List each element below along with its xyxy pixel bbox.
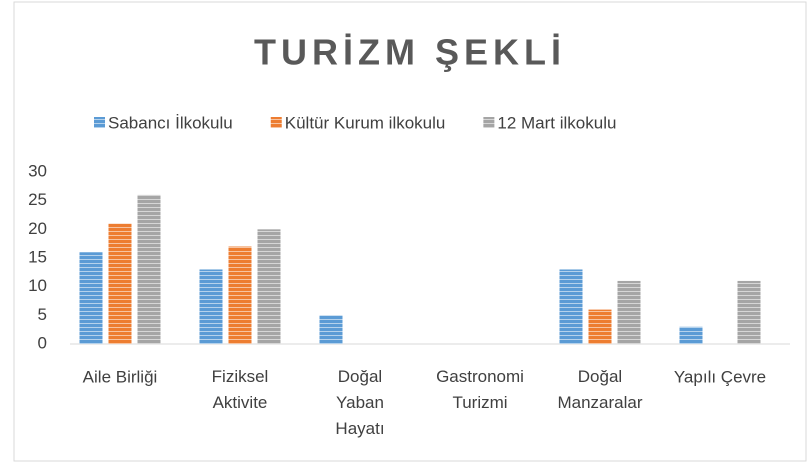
- legend-swatch: [94, 117, 105, 128]
- legend-swatch: [483, 117, 495, 128]
- bar: [199, 269, 223, 344]
- bar: [737, 280, 761, 344]
- bar: [79, 252, 103, 344]
- bar: [319, 315, 343, 344]
- y-tick-label: 5: [38, 305, 47, 324]
- y-tick-label: 30: [28, 161, 47, 180]
- bar: [257, 229, 281, 344]
- y-tick-label: 15: [28, 247, 47, 266]
- bar: [588, 309, 612, 344]
- x-tick-label: Doğal Manzaralar: [557, 367, 642, 412]
- y-tick-label: 20: [28, 219, 47, 238]
- legend-label: Kültür Kurum ilkokulu: [285, 113, 446, 132]
- legend-label: Sabancı İlkokulu: [108, 113, 233, 132]
- y-tick-label: 0: [38, 333, 47, 352]
- bar: [617, 280, 641, 344]
- bar: [559, 269, 583, 344]
- bar: [228, 246, 252, 344]
- x-tick-label: Aile Birliği: [83, 367, 158, 386]
- chart-title: TURİZM ŞEKLİ: [254, 32, 566, 73]
- x-tick-label: Doğal Yaban Hayatı: [335, 367, 384, 438]
- bar: [137, 194, 161, 344]
- x-tick-label: Yapılı Çevre: [674, 367, 766, 386]
- legend-swatch: [270, 117, 282, 128]
- legend-label: 12 Mart ilkokulu: [497, 113, 616, 132]
- bar: [679, 326, 703, 344]
- y-tick-label: 10: [28, 276, 47, 295]
- bar: [108, 223, 132, 344]
- y-tick-label: 25: [28, 190, 47, 209]
- x-tick-label: Gastronomi Turizmi: [436, 367, 524, 412]
- x-tick-label: Fiziksel Aktivite: [212, 367, 269, 412]
